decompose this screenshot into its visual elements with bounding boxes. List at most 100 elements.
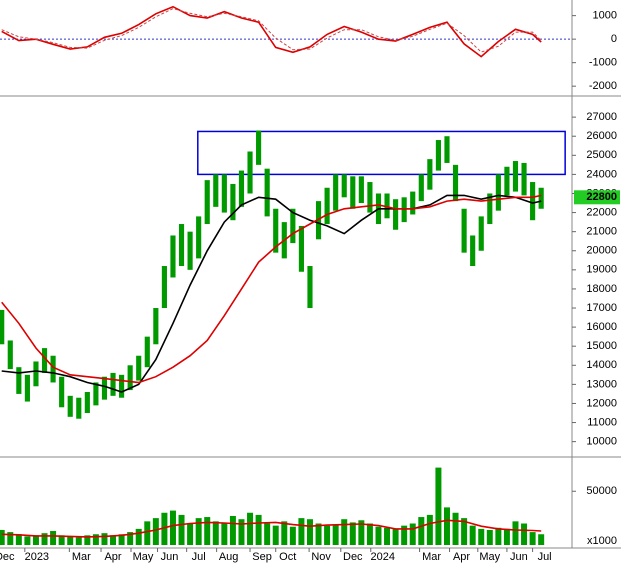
y-tick-label: 20000 (586, 245, 617, 257)
volume-bar (0, 529, 5, 545)
x-tick-label: Oct (279, 551, 296, 563)
x-tick-label: May (479, 551, 500, 563)
volume-bar (538, 534, 545, 545)
candle (238, 170, 245, 207)
volume-bar (469, 525, 476, 545)
candle (470, 235, 476, 267)
y-tick-label: 1000 (593, 10, 617, 22)
candle (384, 193, 390, 219)
volume-bar (358, 520, 365, 545)
volume-bar (272, 525, 279, 545)
y-tick-label: 26000 (586, 130, 617, 142)
candle (230, 183, 236, 221)
volume-bar (32, 535, 39, 545)
volume-bar (75, 537, 82, 545)
volume-bar (392, 528, 399, 545)
volume-bar (58, 535, 65, 545)
volume-bar (212, 521, 219, 545)
candle (33, 361, 39, 387)
candle (273, 208, 279, 253)
volume-bar (161, 512, 168, 545)
candle (187, 231, 193, 270)
y-tick-label: 0 (611, 33, 617, 45)
y-tick-label: 24000 (586, 168, 617, 180)
volume-bar (315, 523, 322, 545)
candle (401, 197, 407, 223)
x-tick-label: Mar (72, 551, 91, 563)
x-tick-label: Dec (0, 551, 15, 563)
volume-bar (229, 515, 236, 545)
volume-bar (221, 523, 228, 545)
candle (333, 174, 339, 211)
candle (7, 340, 13, 370)
volume-bar (7, 532, 14, 545)
candle (298, 225, 304, 272)
volume-bar (452, 512, 459, 545)
candle (512, 161, 519, 192)
x-tick-label: Aug (219, 551, 239, 563)
candle (76, 397, 82, 419)
candle (315, 201, 322, 240)
candle (358, 176, 364, 204)
volume-bar (118, 534, 125, 545)
y-tick-label: 14000 (586, 359, 617, 371)
y-tick-label: -1000 (589, 57, 617, 69)
candle (101, 376, 108, 400)
annotation-zone (197, 130, 566, 176)
candle (84, 392, 90, 414)
volume-bar (289, 526, 296, 545)
candle (213, 174, 219, 207)
volume-bar (298, 518, 305, 545)
y-tick-label: 50000 (586, 485, 617, 497)
volume-bar (495, 527, 502, 545)
volume-bar (178, 514, 185, 545)
volume-bar (486, 529, 493, 545)
volume-bar (84, 535, 91, 545)
y-tick-label: 12000 (586, 397, 617, 409)
candle (410, 191, 416, 215)
candle (0, 309, 5, 345)
volume-bar (332, 524, 339, 545)
candle (367, 182, 373, 213)
candle (444, 136, 450, 163)
volume-bar (401, 525, 408, 545)
volume-bar (92, 534, 99, 545)
volume-bar (409, 523, 416, 545)
x-tick-label: Dec (343, 551, 363, 563)
volume-bar (529, 532, 536, 545)
y-tick-label: -2000 (589, 80, 617, 92)
candle (487, 193, 493, 225)
candle (144, 336, 150, 368)
y-tick-label: 22000 (586, 206, 617, 218)
y-tick-label: 17000 (586, 302, 617, 314)
volume-bar (426, 514, 433, 545)
candle (221, 174, 227, 213)
volume-bar (187, 523, 194, 545)
y-tick-label: 25000 (586, 149, 617, 161)
candle (324, 187, 330, 225)
volume-bar (435, 467, 442, 545)
volume-bar (324, 525, 331, 545)
unit-label: x1000 (587, 535, 617, 547)
candle (50, 355, 56, 383)
candle (393, 199, 399, 230)
x-tick-label: 2023 (25, 551, 49, 563)
candle (59, 376, 65, 408)
y-tick-label: 21000 (586, 226, 617, 238)
candle (196, 216, 202, 259)
candle (93, 382, 99, 406)
volume-bar (144, 521, 151, 545)
volume-bar (264, 523, 271, 545)
candle (256, 130, 262, 165)
volume-bar (41, 533, 48, 545)
y-tick-label: 11000 (587, 416, 617, 428)
x-tick-label: Apr (104, 551, 121, 563)
last-price-box (574, 190, 620, 205)
candle (504, 166, 510, 196)
volume-bar (204, 517, 211, 545)
candle (178, 224, 185, 267)
candle (418, 174, 424, 202)
last-price-label: 22800 (586, 191, 617, 203)
volume-bar (255, 514, 262, 545)
